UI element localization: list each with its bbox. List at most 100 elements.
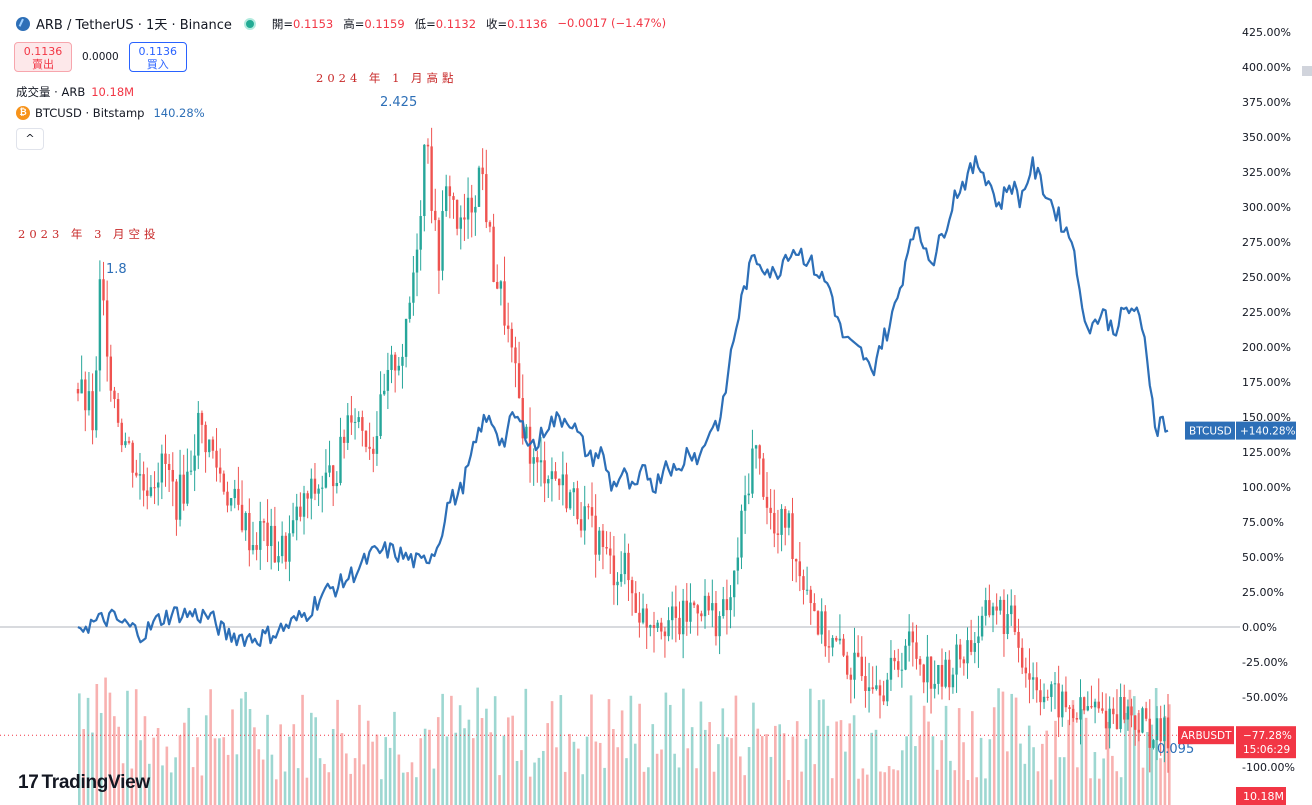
volume-bar: [1154, 688, 1158, 805]
volume-bar: [327, 772, 331, 805]
arb-candle: [383, 390, 386, 395]
volume-bar: [174, 757, 177, 805]
volume-bar: [874, 729, 878, 805]
volume-bar: [161, 765, 164, 805]
volume-bar: [1032, 747, 1035, 805]
arb-candle: [754, 445, 758, 449]
btcusd-value-box[interactable]: [1236, 421, 1296, 440]
arb-candle: [510, 328, 514, 348]
arb-candle: [393, 354, 397, 371]
arb-candle: [120, 422, 123, 446]
arb-candle: [215, 450, 218, 468]
arb-candle: [762, 458, 765, 497]
volume-bar: [274, 779, 278, 805]
btcusd-tag-box[interactable]: [1185, 421, 1235, 440]
volume-bar: [997, 688, 1000, 805]
arb-candle: [732, 570, 736, 598]
arb-candle: [313, 478, 317, 494]
buy-price: 0.1136: [138, 45, 178, 58]
arb-candle: [255, 545, 258, 550]
arb-candle: [1042, 696, 1046, 703]
volume-bar: [690, 727, 694, 805]
volume-bar: [520, 750, 523, 805]
volume-bar: [774, 725, 777, 805]
btc-legend[interactable]: ₿ BTCUSD · Bitstamp 140.28%: [16, 106, 205, 120]
collapse-legend-button[interactable]: ^: [16, 128, 44, 150]
arb-candle: [1079, 697, 1082, 720]
arbusdt-tag-box[interactable]: [1178, 726, 1234, 745]
buy-button[interactable]: 0.1136 買入: [128, 42, 187, 72]
arb-candle: [1101, 708, 1104, 711]
arb-candle: [860, 656, 863, 677]
volume-bar: [78, 693, 81, 805]
arb-candle: [656, 622, 659, 629]
arb-candle: [725, 599, 729, 611]
arb-candle: [802, 576, 805, 590]
volume-bar: [533, 762, 536, 805]
arb-candle: [1039, 690, 1042, 703]
arb-candle: [306, 493, 309, 499]
arb-candle: [415, 249, 419, 273]
arbusdt-value-box[interactable]: [1236, 726, 1296, 759]
arb-candle: [386, 369, 390, 391]
arb-candle: [200, 412, 204, 425]
btcusd-line[interactable]: [77, 155, 1169, 647]
arb-candle: [550, 471, 554, 480]
volume-bar: [743, 775, 746, 805]
volume-bar: [756, 728, 760, 805]
arb-candle: [1119, 697, 1122, 729]
arb-candle: [798, 561, 802, 577]
volume-bar: [1168, 704, 1171, 805]
arb-candle: [576, 488, 579, 520]
volume-bar: [108, 692, 112, 805]
arb-candle: [911, 631, 915, 643]
volume-bar: [213, 738, 217, 805]
arb-candle: [940, 665, 944, 687]
volume-bar: [498, 775, 501, 805]
airdrop-price-label: 1.8: [106, 262, 127, 277]
arb-candle: [835, 637, 838, 641]
volume-bar: [642, 771, 646, 805]
arb-candle: [372, 448, 375, 454]
volume-bar: [397, 754, 401, 805]
arb-candle: [889, 657, 893, 680]
arb-candle: [135, 472, 138, 476]
tradingview-logo[interactable]: 17 TradingView: [18, 772, 150, 794]
arb-candle: [171, 469, 174, 482]
volume-legend[interactable]: 成交量 · ARB 10.18M: [16, 84, 134, 100]
arb-candle: [791, 513, 794, 560]
symbol-title[interactable]: ARB / TetherUS · 1天 · Binance: [36, 18, 232, 33]
volume-bar: [555, 747, 558, 805]
volume-bar: [331, 728, 335, 805]
volume-bar: [725, 737, 729, 805]
arb-candle: [346, 415, 349, 443]
arb-candle: [496, 281, 499, 289]
arb-candle: [452, 196, 455, 200]
volume-bar: [380, 779, 383, 805]
volume-bar: [1119, 777, 1123, 805]
arb-candle: [1133, 715, 1137, 730]
market-status-icon[interactable]: [243, 17, 256, 30]
arb-candle: [660, 622, 663, 632]
arb-candle: [113, 390, 116, 400]
arb-candle: [663, 631, 667, 637]
arb-candle: [204, 424, 207, 453]
btcusd-tag-value: +140.28%: [1240, 426, 1296, 438]
volume-bar: [345, 753, 348, 805]
arb-candle: [127, 441, 131, 443]
volume-bar: [769, 756, 773, 805]
volume-bar: [515, 760, 519, 805]
btc-legend-value: 140.28%: [153, 106, 205, 120]
arbusdt-countdown: 15:06:29: [1243, 744, 1290, 756]
arb-candle: [167, 463, 171, 470]
buy-label: 買入: [146, 58, 169, 71]
arb-candle: [929, 656, 933, 689]
arb-candle: [780, 508, 783, 535]
sell-button[interactable]: 0.1136 賣出: [14, 42, 72, 72]
volume-bar: [1054, 720, 1057, 805]
volume-bar: [1045, 730, 1049, 805]
scale-handle[interactable]: [1302, 66, 1312, 76]
arb-candle: [240, 504, 244, 531]
volume-bar: [577, 748, 580, 805]
